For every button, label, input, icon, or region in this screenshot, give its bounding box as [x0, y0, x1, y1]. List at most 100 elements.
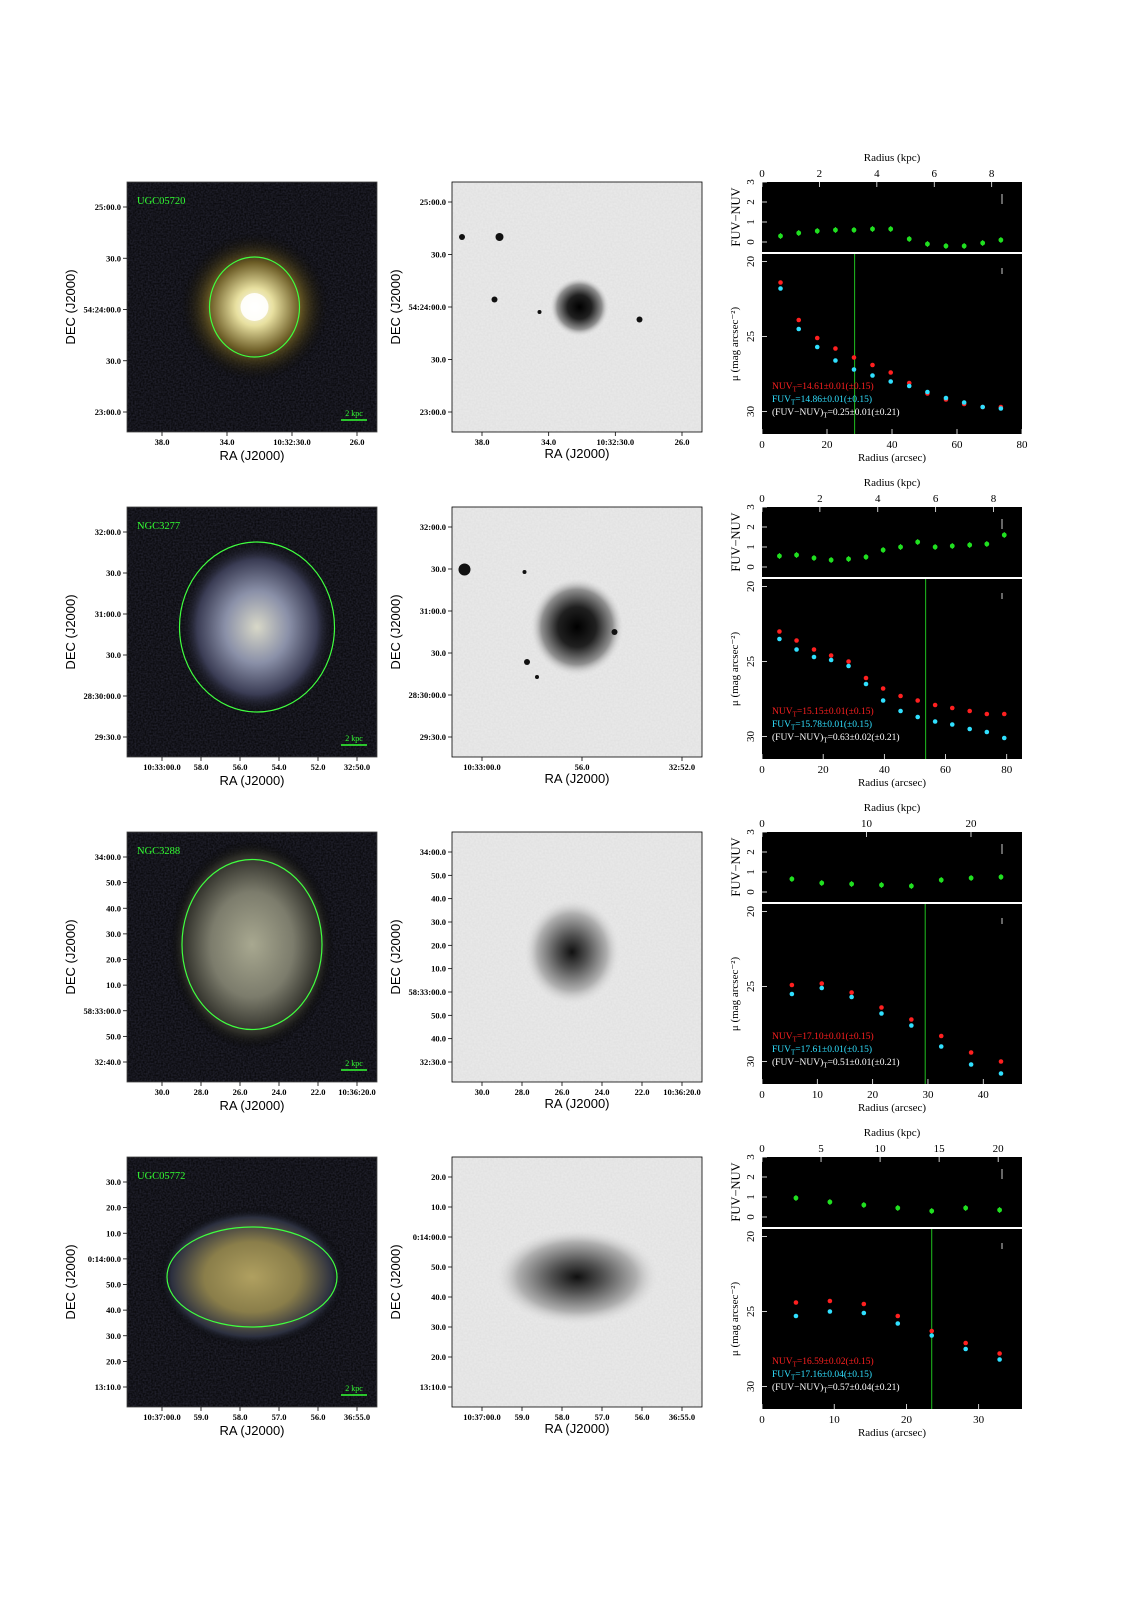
dec-axis-label: DEC (J2000)	[388, 594, 403, 669]
color-y-tick-label: 1	[745, 1194, 757, 1200]
ra-tick-label: 52.0	[311, 762, 326, 772]
nuv-total-magnitude: NUVT=15.15±0.01(±0.15)	[772, 706, 874, 719]
sb-x-tick-label: 80	[1017, 439, 1029, 451]
ra-tick-label: 28.0	[515, 1087, 530, 1097]
galaxy-name: UGC05772	[137, 1171, 185, 1182]
dec-tick-label: 20.0	[431, 1172, 446, 1182]
kpc-tick-label: 15	[934, 1143, 946, 1155]
nuv-point	[895, 1313, 901, 1319]
fuv-point	[909, 1023, 914, 1028]
annot-label: NUV	[772, 382, 793, 392]
nuv-point	[846, 659, 851, 664]
annot-subscript: T	[793, 386, 798, 394]
fuv-point	[861, 1310, 867, 1316]
sb-x-tick-label: 10	[812, 1089, 824, 1101]
dec-tick-label: 54:24:00.0	[408, 302, 446, 312]
galaxy-row-ugc05720: UGC05720 2 kpc 38.0 34.0 10:32:30.0 26.0 25:00…	[63, 152, 1028, 464]
dec-tick-label: 31:00.0	[95, 609, 121, 619]
ra-tick-label: 32:52.0	[669, 762, 695, 772]
annot-value: =16.59±0.02(±0.15)	[797, 1356, 874, 1367]
dec-tick-label: 50.0	[431, 1010, 446, 1020]
color-point	[828, 557, 834, 563]
color-point	[998, 874, 1004, 880]
greyscale-image-panel: 30.0 28.0 26.0 24.0 22.0 10:36:20.0 34:00.0 50.…	[388, 831, 703, 1111]
ra-tick-label: 59.0	[194, 1412, 209, 1422]
annot-subscript: T	[823, 1062, 828, 1070]
ra-axis-label: RA (J2000)	[219, 1098, 284, 1113]
color-profile-box	[762, 1157, 1022, 1227]
color-point	[846, 556, 851, 562]
color-point	[1001, 532, 1007, 538]
nuv-point	[967, 708, 972, 714]
dec-tick-label: 30.0	[106, 253, 121, 263]
dec-tick-label: 54:24:00.0	[83, 305, 121, 315]
sb-y-tick-label: 25	[745, 331, 757, 343]
color-y-axis-label: FUV−NUV	[729, 837, 743, 896]
dec-tick-label: 58:33:00.0	[408, 987, 446, 997]
nuv-point	[963, 1340, 968, 1346]
greyscale-image-panel: 38.0 34.0 10:32:30.0 26.0 25:00.0 30.0 54:24:0…	[388, 181, 703, 461]
ra-tick-label: 24.0	[272, 1087, 287, 1097]
nuv-total-magnitude: NUVT=16.59±0.02(±0.15)	[772, 1356, 874, 1369]
kpc-tick-label: 6	[933, 493, 939, 505]
nuv-point	[998, 1059, 1004, 1064]
sb-x-tick-label: 0	[759, 439, 765, 451]
ra-tick-label: 54.0	[272, 762, 287, 772]
color-point	[925, 241, 930, 247]
fuv-point	[849, 994, 854, 1000]
color-y-tick-label: 1	[745, 544, 757, 550]
fuv-point	[925, 389, 930, 395]
color-point	[849, 881, 855, 887]
total-color: (FUV−NUV)T=0.25±0.01(±0.21)	[772, 407, 900, 420]
galaxy-light	[522, 897, 622, 1007]
fuv-point	[819, 985, 825, 991]
fuv-point	[870, 373, 875, 378]
color-image-frame	[126, 831, 378, 1083]
foreground-star	[636, 316, 643, 323]
greyscale-image-panel: 10:33:00.0 56.0 32:52.0 32:00.0 30.0 31:00.0 3…	[388, 506, 703, 786]
color-profile-box	[762, 832, 1022, 902]
color-profile-box	[762, 182, 1022, 252]
dec-tick-label: 50.0	[431, 870, 446, 880]
color-point	[967, 542, 973, 548]
dec-tick-label: 30.0	[431, 917, 446, 927]
annot-subscript: T	[791, 399, 796, 407]
fuv-point	[963, 1346, 968, 1352]
annot-value: =0.51±0.01(±0.21)	[828, 1057, 900, 1068]
dec-tick-label: 20.0	[431, 940, 446, 950]
kpc-tick-label: 20	[993, 1143, 1005, 1155]
fuv-point	[778, 286, 783, 291]
color-image-panel: UGC05720 2 kpc 38.0 34.0 10:32:30.0 26.0 25:00…	[63, 181, 378, 463]
annot-value: =0.63±0.02(±0.21)	[828, 732, 900, 743]
aperture-ellipse	[178, 541, 336, 713]
ra-tick-label: 58.0	[194, 762, 209, 772]
annot-label: (FUV−NUV)	[772, 1382, 823, 1393]
panel-divider	[762, 577, 1022, 579]
color-y-axis-label: FUV−NUV	[729, 187, 743, 246]
fuv-point	[967, 726, 972, 732]
color-point	[879, 882, 884, 888]
sb-x-tick-label: 10	[829, 1414, 841, 1426]
sb-y-axis-label: μ (mag arcsec⁻²)	[729, 957, 741, 1032]
galaxy-light	[177, 537, 337, 717]
kpc-axis-label: Radius (kpc)	[864, 802, 921, 814]
grey-image-frame	[451, 506, 703, 758]
kpc-tick-label: 10	[861, 818, 873, 830]
annot-value: =17.10±0.01(±0.15)	[797, 1031, 874, 1042]
ra-tick-label: 10:36:20.0	[663, 1087, 701, 1097]
color-point	[929, 1208, 935, 1214]
color-point	[961, 243, 967, 249]
total-color: (FUV−NUV)T=0.63±0.02(±0.21)	[772, 732, 900, 745]
foreground-star	[522, 570, 527, 574]
color-point	[888, 226, 894, 232]
annot-label: FUV	[772, 1045, 791, 1055]
dec-tick-label: 31:00.0	[420, 606, 446, 616]
ra-tick-label: 10:32:30.0	[597, 437, 635, 447]
color-point	[861, 1202, 867, 1208]
dec-tick-label: 25:00.0	[420, 197, 446, 207]
annot-value: =15.78±0.01(±0.15)	[795, 719, 872, 730]
color-image-frame	[126, 506, 378, 758]
nuv-point	[870, 362, 875, 368]
